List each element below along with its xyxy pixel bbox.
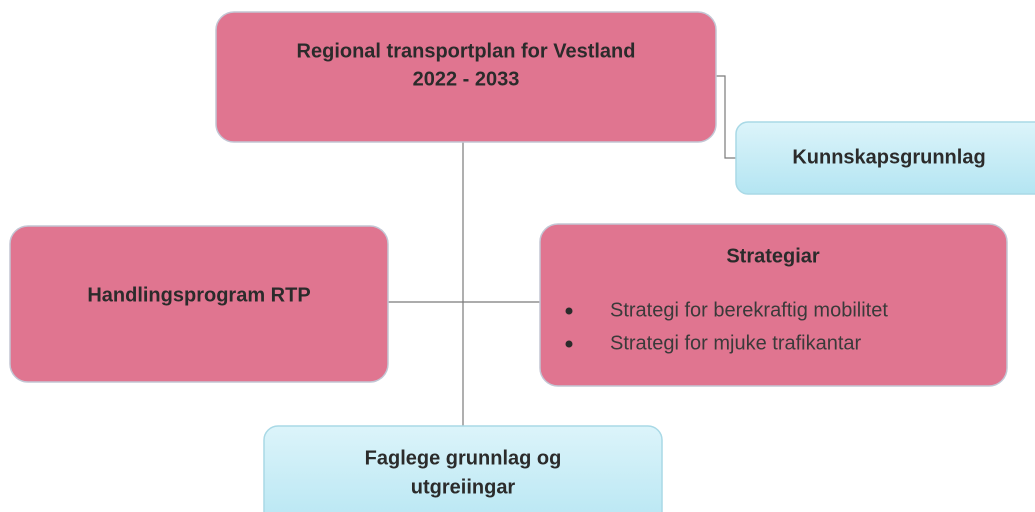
list-item: Strategi for berekraftig mobilitet	[610, 299, 888, 321]
node-text: utgreiingar	[411, 476, 516, 498]
node-text: 2022 - 2033	[413, 68, 520, 90]
connector	[716, 75, 736, 159]
bullet	[565, 340, 573, 348]
node-text: Faglege grunnlag og	[365, 447, 562, 469]
box-strategies	[539, 223, 1008, 387]
bullet	[565, 307, 573, 315]
box-knowledge	[735, 121, 1035, 195]
node-text: Regional transportplan for Vestland	[297, 40, 636, 62]
box-main	[215, 11, 717, 143]
node-text: Handlingsprogram RTP	[87, 284, 310, 306]
box-basis	[263, 425, 663, 512]
node-text: Strategiar	[726, 245, 820, 267]
box-action	[9, 225, 389, 383]
list-item: Strategi for mjuke trafikantar	[610, 332, 862, 354]
node-text: Kunnskapsgrunnlag	[792, 146, 985, 168]
